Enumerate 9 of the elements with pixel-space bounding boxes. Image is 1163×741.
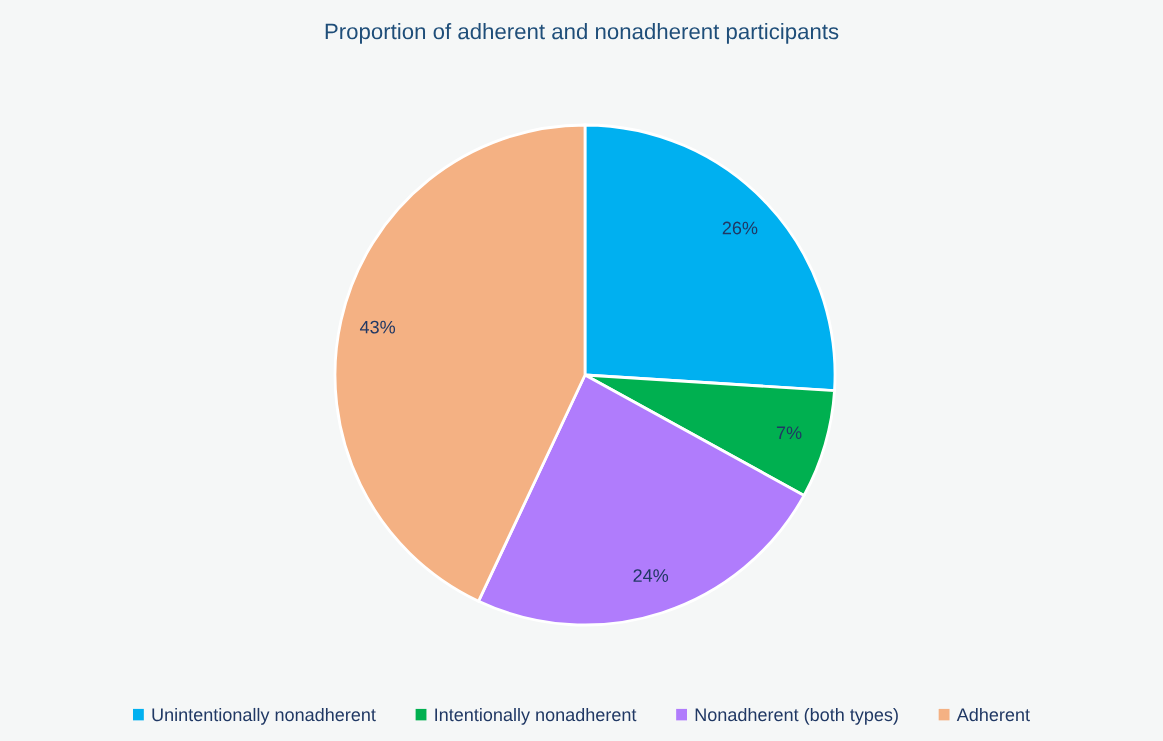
data-label: 7% <box>776 426 802 440</box>
chart-title: Proportion of adherent and nonadherent participants <box>325 22 839 44</box>
legend-label: Nonadherent (both types) <box>695 707 898 725</box>
data-label: 43% <box>359 320 396 334</box>
legend-label: Unintentionally nonadherent <box>152 707 376 725</box>
data-label: 24% <box>633 569 669 582</box>
legend-label: Intentionally nonadherent <box>435 707 637 725</box>
legend-label: Adherent <box>956 707 1030 722</box>
data-label: 26% <box>722 221 758 235</box>
